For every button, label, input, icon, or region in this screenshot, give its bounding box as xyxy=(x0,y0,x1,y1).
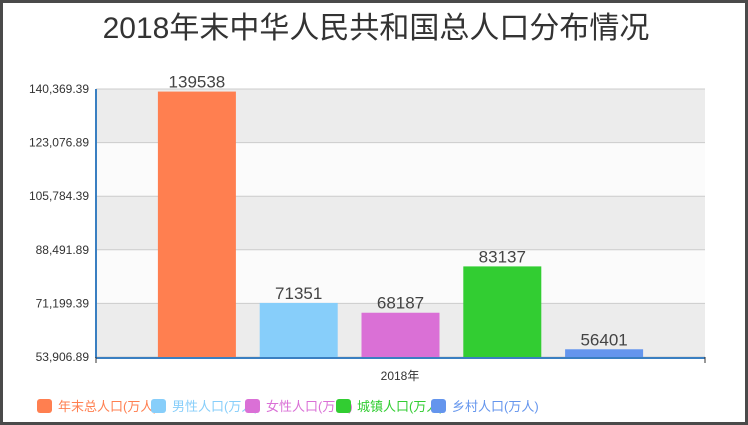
data-label: 139538 xyxy=(169,73,226,92)
bar-3 xyxy=(361,312,440,357)
y-tick-label: 123,076.89 xyxy=(29,136,89,150)
bar-4 xyxy=(463,266,542,357)
x-tick-label: 2018年 xyxy=(381,369,420,383)
legend-label[interactable]: 男性人口(万人) xyxy=(172,399,259,414)
bar-5 xyxy=(565,349,644,357)
y-tick-label: 105,784.39 xyxy=(29,189,89,203)
y-tick-label: 53,906.89 xyxy=(36,350,90,364)
data-label: 83137 xyxy=(479,247,526,266)
bar-2 xyxy=(259,302,338,357)
data-label: 56401 xyxy=(580,330,627,349)
legend-swatch xyxy=(245,399,260,413)
legend-label[interactable]: 女性人口(万人) xyxy=(266,399,353,414)
y-tick-label: 71,199.39 xyxy=(36,296,90,310)
legend-label[interactable]: 乡村人口(万人) xyxy=(452,399,539,414)
legend-swatch xyxy=(151,399,166,413)
legend-swatch xyxy=(37,399,52,413)
legend-label[interactable]: 城镇人口(万人) xyxy=(357,399,444,414)
data-label: 71351 xyxy=(275,284,322,303)
y-tick-label: 88,491.89 xyxy=(36,243,90,257)
chart-title: 2018年末中华人民共和国总人口分布情况 xyxy=(103,12,650,45)
y-tick-label: 140,369.39 xyxy=(29,82,89,96)
legend-swatch xyxy=(336,399,351,413)
legend-swatch xyxy=(431,399,446,413)
data-label: 68187 xyxy=(377,294,424,313)
legend-label[interactable]: 年末总人口(万人) xyxy=(58,399,158,414)
bar-1 xyxy=(157,91,236,358)
